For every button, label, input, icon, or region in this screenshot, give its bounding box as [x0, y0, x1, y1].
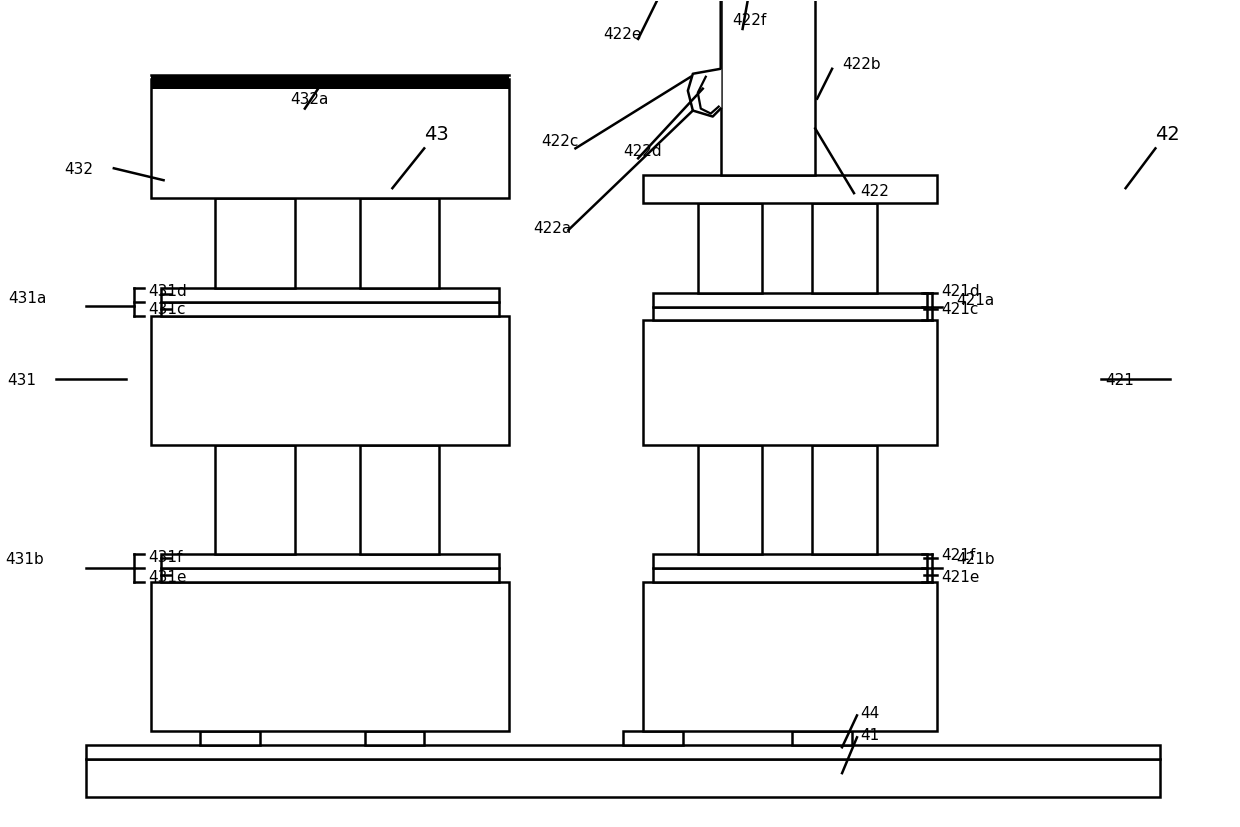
- Bar: [86, 745, 1161, 759]
- Text: 421: 421: [1106, 372, 1135, 387]
- Bar: [644, 176, 936, 203]
- Text: 431e: 431e: [149, 569, 187, 584]
- Bar: [201, 731, 260, 745]
- Polygon shape: [688, 0, 720, 117]
- Bar: [653, 555, 926, 568]
- Text: 422e: 422e: [604, 27, 641, 42]
- Text: 431f: 431f: [149, 549, 184, 564]
- Bar: [150, 316, 508, 445]
- Text: 431: 431: [7, 372, 36, 387]
- Bar: [161, 302, 498, 316]
- Bar: [653, 294, 926, 307]
- Text: 431a: 431a: [7, 291, 46, 306]
- Bar: [150, 79, 508, 198]
- Text: 421b: 421b: [956, 551, 994, 566]
- Bar: [812, 445, 877, 555]
- Text: 432a: 432a: [290, 92, 329, 107]
- Text: 422b: 422b: [842, 57, 880, 72]
- Bar: [161, 555, 498, 568]
- Text: 431b: 431b: [5, 551, 45, 566]
- Text: 422: 422: [861, 184, 889, 198]
- Bar: [360, 445, 439, 555]
- Bar: [653, 568, 926, 582]
- Text: 432: 432: [64, 161, 93, 176]
- Bar: [792, 731, 852, 745]
- Text: 421d: 421d: [941, 284, 980, 299]
- Bar: [812, 203, 877, 294]
- Bar: [720, 0, 815, 176]
- Bar: [161, 289, 498, 302]
- Bar: [150, 75, 508, 89]
- Bar: [161, 568, 498, 582]
- Text: 422c: 422c: [542, 134, 579, 149]
- Text: 44: 44: [861, 705, 879, 720]
- Bar: [653, 307, 926, 321]
- Bar: [150, 582, 508, 731]
- Bar: [644, 321, 936, 445]
- Text: 431c: 431c: [149, 302, 186, 317]
- Text: 43: 43: [424, 125, 449, 144]
- Text: 422a: 422a: [533, 221, 572, 237]
- Text: 421a: 421a: [956, 293, 994, 308]
- Bar: [86, 759, 1161, 797]
- Text: 422f: 422f: [733, 12, 766, 27]
- Bar: [365, 731, 424, 745]
- Text: 431d: 431d: [149, 284, 187, 299]
- Bar: [360, 198, 439, 289]
- Bar: [698, 203, 763, 294]
- Bar: [624, 731, 683, 745]
- Text: 421e: 421e: [941, 569, 980, 584]
- Bar: [698, 445, 763, 555]
- Text: 421f: 421f: [941, 547, 976, 562]
- Text: 41: 41: [861, 727, 879, 742]
- Text: 42: 42: [1156, 125, 1180, 144]
- Bar: [216, 198, 295, 289]
- Text: 421c: 421c: [941, 302, 978, 317]
- Text: 422d: 422d: [624, 144, 662, 159]
- Bar: [644, 582, 936, 731]
- Bar: [216, 445, 295, 555]
